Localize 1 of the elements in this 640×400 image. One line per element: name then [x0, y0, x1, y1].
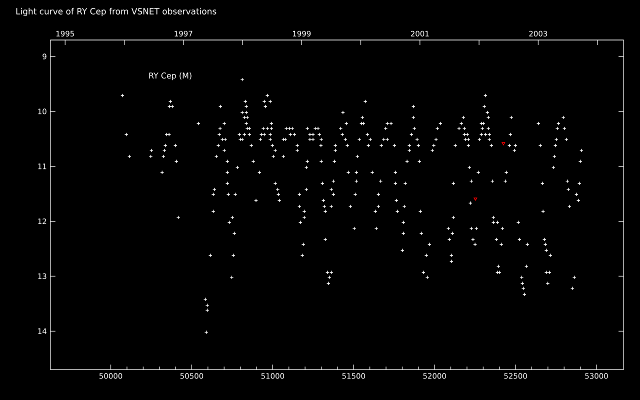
chart-title: Light curve of RY Cep from VSNET observations — [16, 8, 216, 16]
